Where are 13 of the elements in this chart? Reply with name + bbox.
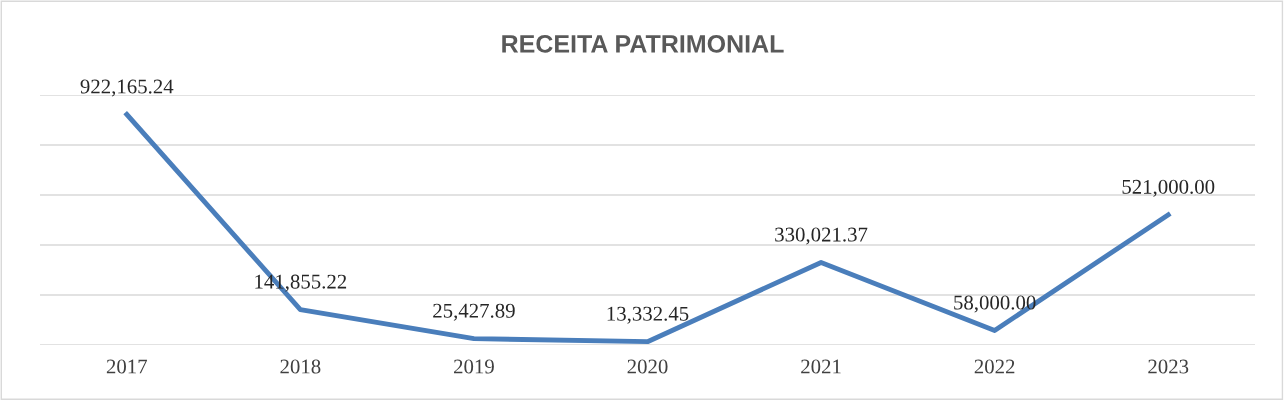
data-label: 13,332.45 — [607, 306, 689, 324]
x-tick-label: 2020 — [627, 359, 668, 374]
x-tick-label: 2017 — [106, 359, 148, 374]
x-tick-label: 2018 — [280, 359, 321, 374]
x-tick-label: 2023 — [1148, 359, 1189, 374]
x-tick-label: 2019 — [454, 359, 494, 374]
data-label: 521,000.00 — [1122, 179, 1215, 197]
x-tick-label: 2021 — [801, 359, 841, 374]
data-label: 330,021.37 — [775, 227, 868, 245]
data-label: 25,427.89 — [433, 303, 515, 321]
x-tick-label: 2022 — [974, 359, 1015, 374]
data-label: 922,165.24 — [80, 79, 174, 97]
chart-title: RECEITA PATRIMONIAL — [502, 35, 784, 53]
